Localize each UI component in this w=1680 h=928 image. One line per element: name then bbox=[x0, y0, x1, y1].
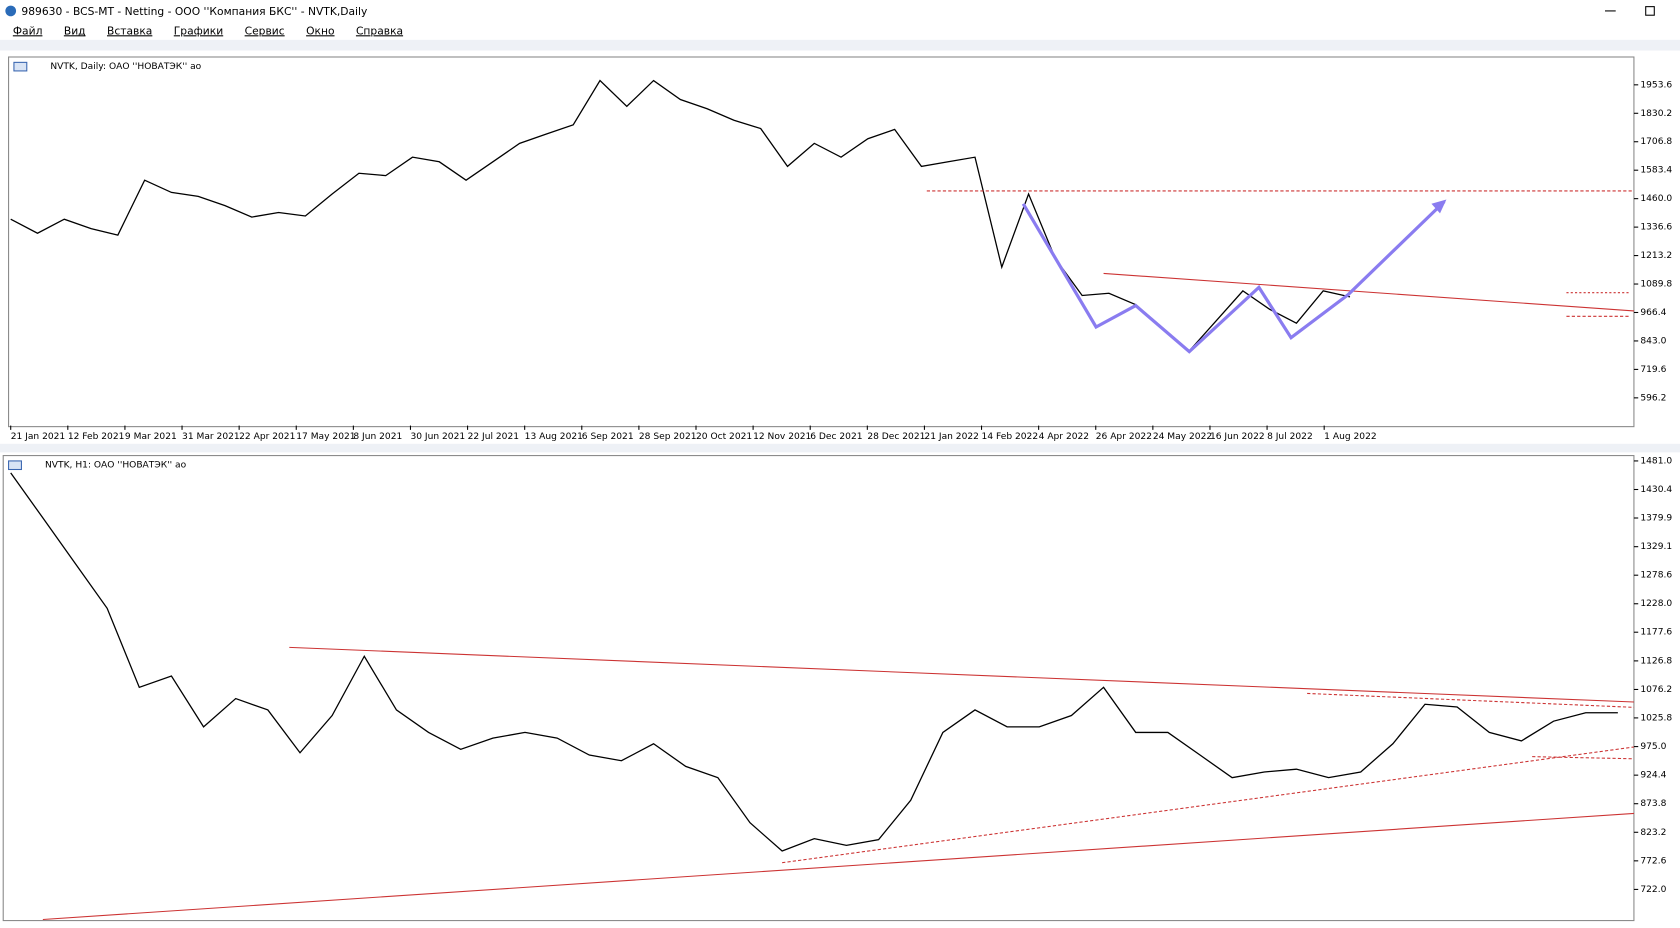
y-tick-label: 1329.1 bbox=[1640, 542, 1672, 552]
x-tick-label: 14 Feb 2022 bbox=[982, 432, 1039, 442]
x-tick-label: 26 Apr 2022 bbox=[1096, 432, 1152, 442]
menu-item[interactable]: Файл bbox=[13, 24, 43, 37]
x-tick-label: 9 Mar 2021 bbox=[125, 432, 177, 442]
menu-item[interactable]: Вставка bbox=[107, 24, 152, 37]
x-tick-label: 12 Nov 2021 bbox=[753, 432, 811, 442]
y-tick-label: 1213.2 bbox=[1640, 251, 1672, 261]
x-tick-label: 17 May 2021 bbox=[296, 432, 355, 442]
level-line bbox=[1532, 756, 1634, 760]
trend-line bbox=[1103, 272, 1634, 312]
y-tick-label: 1830.2 bbox=[1640, 109, 1672, 119]
y-tick-label: 1076.2 bbox=[1640, 685, 1672, 695]
y-tick-label: 1228.0 bbox=[1640, 599, 1672, 609]
trend-line bbox=[289, 646, 1634, 703]
trend-line bbox=[782, 746, 1635, 864]
x-tick-label: 24 May 2022 bbox=[1153, 432, 1212, 442]
chart-title: NVTK, Daily: ОАО ''НОВАТЭК'' ао bbox=[50, 62, 201, 72]
y-tick-label: 1278.6 bbox=[1640, 571, 1672, 581]
menu-item[interactable]: Графики bbox=[174, 24, 223, 37]
y-tick-label: 873.8 bbox=[1640, 799, 1666, 809]
x-tick-label: 12 Feb 2021 bbox=[68, 432, 125, 442]
y-tick-label: 966.4 bbox=[1640, 308, 1666, 318]
y-tick-label: 1430.4 bbox=[1640, 485, 1672, 495]
y-tick-label: 1481.0 bbox=[1640, 456, 1672, 466]
h1-panel bbox=[2, 455, 1635, 922]
menu-item[interactable]: Окно bbox=[306, 24, 334, 37]
window-title: 989630 - BCS-MT - Netting - ООО ''Компан… bbox=[21, 5, 368, 18]
y-tick-label: 1025.8 bbox=[1640, 713, 1672, 723]
x-tick-label: 8 Jun 2021 bbox=[353, 432, 402, 442]
x-tick-label: 22 Apr 2021 bbox=[239, 432, 295, 442]
x-tick-label: 21 Jan 2021 bbox=[11, 432, 66, 442]
restore-button[interactable] bbox=[1645, 6, 1655, 16]
y-tick-label: 1953.6 bbox=[1640, 80, 1672, 90]
chart-icon bbox=[8, 460, 22, 471]
price-line bbox=[10, 472, 1618, 852]
x-tick-label: 28 Sep 2021 bbox=[639, 432, 697, 442]
trend-line bbox=[1307, 692, 1634, 708]
subwindow-bar bbox=[0, 39, 1680, 51]
chart-icon bbox=[13, 61, 28, 72]
y-tick-label: 1583.4 bbox=[1640, 166, 1672, 176]
x-tick-label: 4 Apr 2022 bbox=[1039, 432, 1089, 442]
daily-chart: NVTK, Daily: ОАО ''НОВАТЭК'' ао 1953.6 183… bbox=[10, 61, 1672, 442]
chart-title: NVTK, H1: ОАО ''НОВАТЭК'' ао bbox=[45, 461, 187, 471]
y-tick-label: 975.0 bbox=[1640, 742, 1666, 752]
y-tick-label: 772.6 bbox=[1640, 856, 1666, 866]
app-icon bbox=[5, 5, 17, 17]
y-tick-label: 722.0 bbox=[1640, 885, 1666, 895]
y-tick-label: 924.4 bbox=[1640, 771, 1666, 781]
y-tick-label: 596.2 bbox=[1640, 393, 1666, 403]
x-tick-label: 30 Jun 2021 bbox=[410, 432, 465, 442]
menu-item[interactable]: Сервис bbox=[245, 24, 285, 37]
x-tick-label: 6 Sep 2021 bbox=[582, 432, 634, 442]
x-tick-label: 21 Jan 2022 bbox=[924, 432, 979, 442]
x-tick-label: 8 Jul 2022 bbox=[1267, 432, 1313, 442]
x-tick-label: 31 Mar 2021 bbox=[182, 432, 240, 442]
y-tick-label: 719.6 bbox=[1640, 365, 1666, 375]
x-tick-label: 20 Oct 2021 bbox=[696, 432, 752, 442]
y-tick-label: 823.2 bbox=[1640, 828, 1666, 838]
y-tick-label: 1706.8 bbox=[1640, 137, 1672, 147]
y-tick-label: 843.0 bbox=[1640, 336, 1666, 346]
y-tick-label: 1379.9 bbox=[1640, 514, 1672, 524]
y-tick-label: 1089.8 bbox=[1640, 280, 1672, 290]
x-tick-label: 16 Jun 2022 bbox=[1210, 432, 1265, 442]
x-tick-label: 13 Aug 2021 bbox=[525, 432, 583, 442]
daily-panel bbox=[8, 56, 1635, 428]
h1-chart: NVTK, H1: ОАО ''НОВАТЭК'' ао 1481.0 1430.4… bbox=[8, 456, 1672, 895]
y-tick-label: 1177.6 bbox=[1640, 628, 1672, 638]
arrow-head bbox=[1431, 199, 1447, 214]
trend-line bbox=[42, 812, 1634, 921]
x-tick-label: 28 Dec 2021 bbox=[867, 432, 925, 442]
x-tick-label: 1 Aug 2022 bbox=[1324, 432, 1376, 442]
x-tick-label: 6 Dec 2021 bbox=[810, 432, 862, 442]
menu-item[interactable]: Справка bbox=[356, 24, 403, 37]
y-tick-label: 1460.0 bbox=[1640, 194, 1672, 204]
price-line bbox=[10, 79, 1351, 352]
wave-arrow bbox=[1021, 200, 1446, 354]
menu-item[interactable]: Вид bbox=[64, 24, 86, 37]
splitter bbox=[0, 443, 1680, 453]
y-tick-label: 1126.8 bbox=[1640, 656, 1672, 666]
y-tick-label: 1336.6 bbox=[1640, 223, 1672, 233]
x-tick-label: 22 Jul 2021 bbox=[468, 432, 519, 442]
menu-bar: Файл Вид Вставка Графики Сервис Окно Справка bbox=[13, 24, 403, 37]
